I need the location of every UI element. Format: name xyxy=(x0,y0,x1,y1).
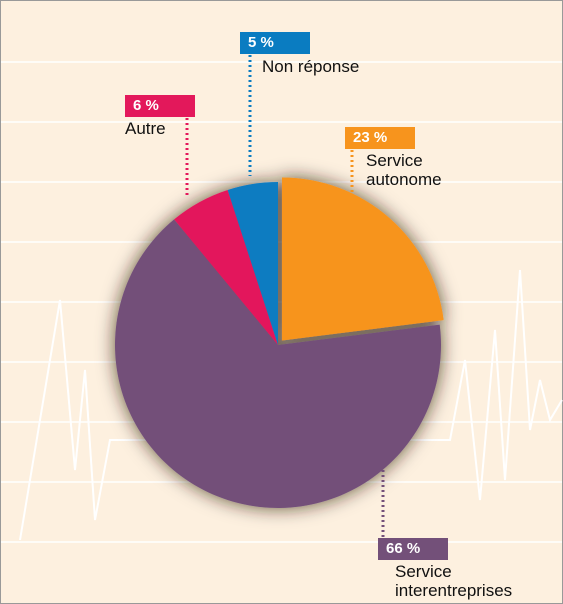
category-label: Service autonome xyxy=(366,151,442,189)
value-label: 6 % xyxy=(125,95,195,117)
value-label: 5 % xyxy=(240,32,310,54)
pie-slice xyxy=(174,189,278,345)
background-zigzag xyxy=(19,269,563,541)
category-label: Non réponse xyxy=(262,57,360,76)
pie-slice xyxy=(227,182,278,345)
category-label: Autre xyxy=(125,119,166,138)
pie xyxy=(114,177,444,508)
pie-slice xyxy=(281,177,444,341)
value-label: 66 % xyxy=(378,538,448,560)
value-label: 23 % xyxy=(345,127,415,149)
category-label: Service interentreprises xyxy=(395,562,513,600)
pie-slice xyxy=(114,219,441,508)
